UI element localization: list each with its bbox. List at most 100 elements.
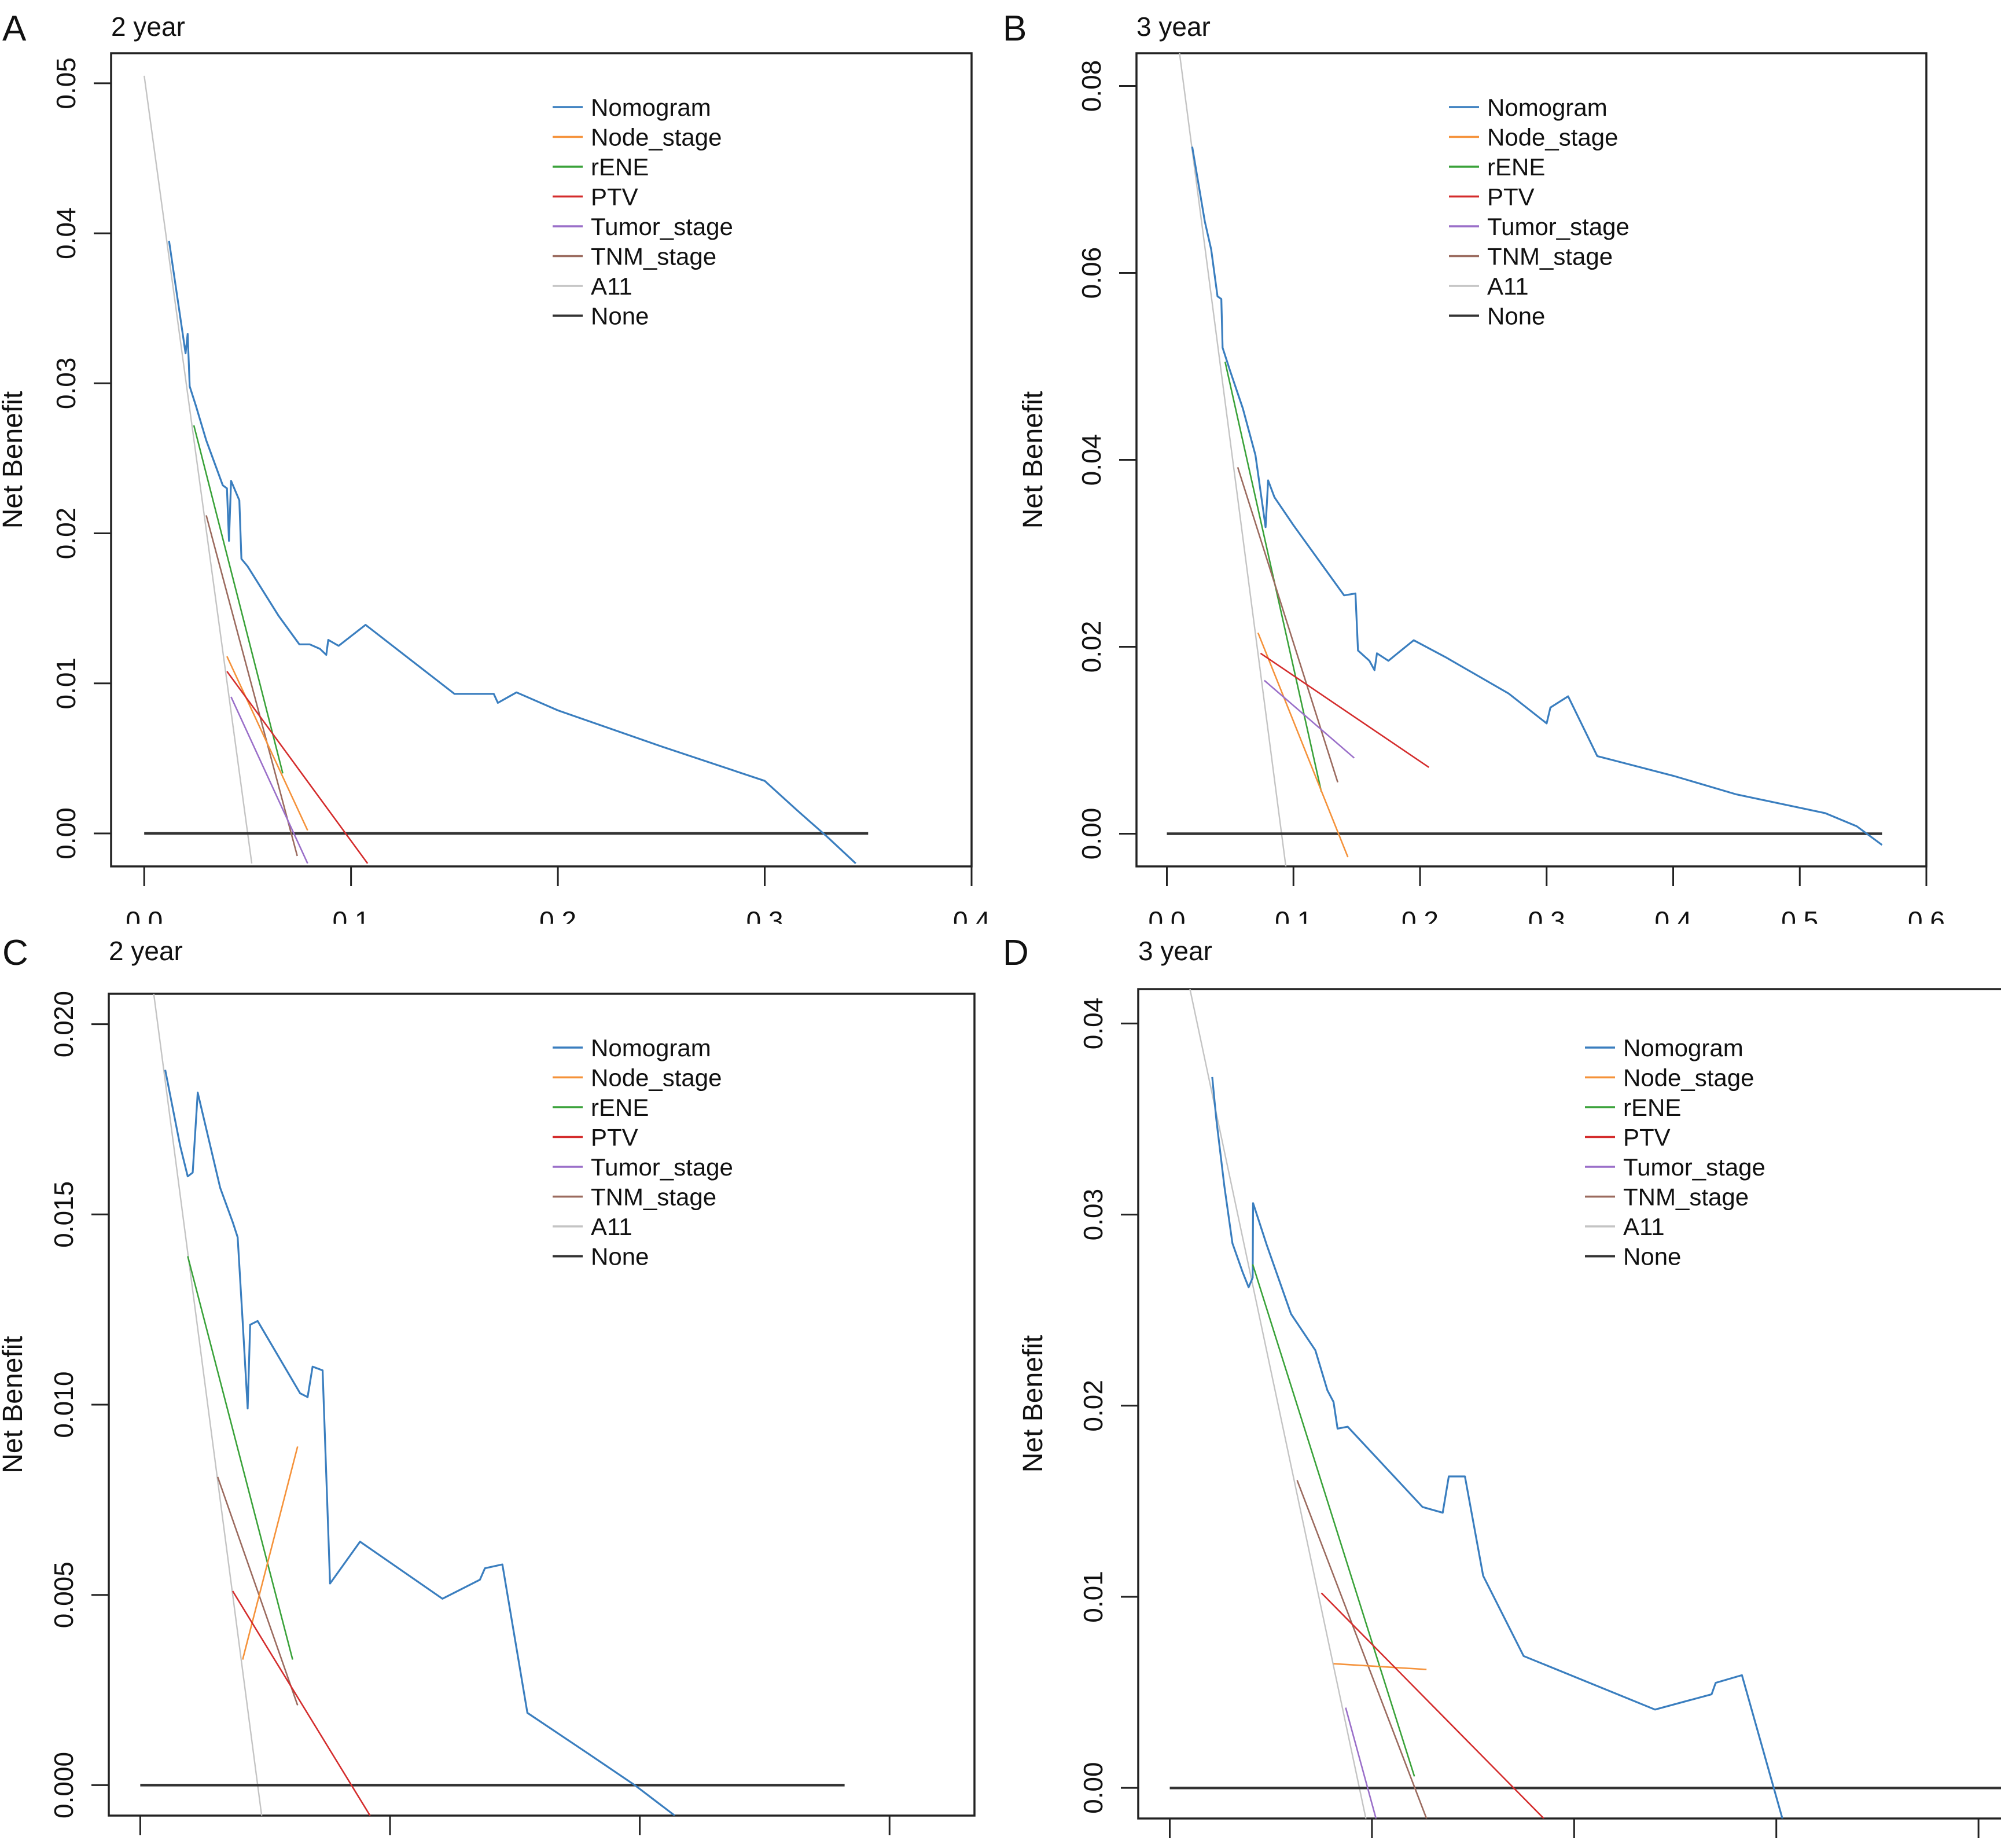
y-tick-label: 0.01: [1078, 1571, 1108, 1623]
series-line-tnm-stage: [205, 515, 298, 857]
legend-label: Node_stage: [1487, 124, 1619, 151]
legend-label: rENE: [1487, 153, 1545, 181]
y-tick-label: 0.02: [51, 508, 81, 560]
panel-label: B: [1003, 9, 1027, 49]
x-tick-label: 0.1: [1275, 906, 1312, 924]
series-group: [140, 994, 845, 1816]
legend-label: Nomogram: [1623, 1034, 1743, 1061]
series-line-ptv: [226, 671, 369, 864]
legend-label: rENE: [591, 153, 649, 181]
y-tick-label: 0.06: [1076, 247, 1106, 299]
chart-svg: A 2 year 0.0 0.1 0.2 0.3 0.4 0.00 0.01 0.02 0.03 0.…: [0, 9, 990, 924]
series-line-ptv: [231, 1590, 371, 1816]
legend-label: A11: [591, 1213, 632, 1240]
legend-label: A11: [1623, 1213, 1665, 1240]
series-line-a11: [153, 994, 263, 1816]
series-line-rene: [1252, 1264, 1415, 1777]
y-tick-label: 0.03: [51, 358, 81, 410]
series-line-ptv: [1320, 1592, 1544, 1818]
y-axis-label: Net Benefit: [1018, 391, 1049, 528]
y-axis-label: Net Benefit: [0, 1336, 28, 1473]
series-line-nomogram: [168, 240, 856, 864]
legend-label: PTV: [1487, 183, 1535, 211]
legend-label: Nomogram: [1487, 94, 1608, 121]
chart-title: 2 year: [109, 936, 183, 966]
series-line-nomogram: [1211, 1077, 1783, 1818]
y-axis-label: Net Benefit: [0, 391, 28, 528]
legend-label: A11: [591, 273, 632, 300]
legend-label: None: [591, 1243, 649, 1270]
panel-label: A: [2, 9, 27, 49]
series-line-tnm-stage: [1296, 1480, 1428, 1818]
y-tick-label: 0.04: [51, 207, 81, 259]
y-tick-label: 0.00: [1076, 808, 1106, 860]
series-line-tnm-stage: [1237, 467, 1339, 783]
x-tick-label: 0.2: [1402, 906, 1439, 924]
series-line-nomogram: [1191, 146, 1883, 846]
panel-b: B 3 year 0.0 0.1 0.2 0.3 0.4 0.5 0.6 0.00 0.02 0.04…: [1000, 0, 2001, 924]
legend-label: PTV: [591, 1124, 638, 1151]
plot-frame: [1137, 988, 2001, 1820]
legend: NomogramNode_stagerENEPTVTumor_stageTNM_…: [553, 1034, 733, 1270]
legend-label: Nomogram: [591, 1034, 711, 1061]
legend-label: PTV: [1623, 1124, 1671, 1151]
y-tick-label: 0.010: [49, 1371, 79, 1438]
legend-label: A11: [1487, 273, 1529, 300]
series-line-tnm-stage: [216, 1476, 299, 1706]
series-line-node-stage: [226, 656, 308, 831]
chart-svg: D3 year0.000.050.100.150.200.000.010.020…: [1003, 933, 2001, 1838]
legend-label: TNM_stage: [591, 243, 716, 270]
x-tick-label: 0.0: [126, 906, 163, 924]
y-axis-label: Net Benefit: [1018, 1335, 1049, 1472]
series-line-tumor-stage: [1345, 1707, 1377, 1818]
y-tick-label: 0.020: [49, 991, 79, 1057]
x-tick-label: 0.0: [1149, 906, 1186, 924]
series-line-rene: [193, 425, 284, 774]
legend-label: Tumor_stage: [1487, 213, 1630, 240]
legend-label: None: [591, 303, 649, 330]
series-group: [144, 75, 869, 864]
panel-d: D3 year0.000.050.100.150.200.000.010.020…: [1000, 924, 2001, 1848]
plot-frame: [110, 52, 973, 868]
y-tick-label: 0.00: [51, 807, 81, 859]
y-tick-label: 0.01: [51, 657, 81, 710]
legend: NomogramNode_stagerENEPTVTumor_stageTNM_…: [553, 94, 733, 330]
x-tick-label: 0.4: [953, 906, 990, 924]
y-tick-label: 0.05: [51, 57, 81, 109]
x-tick-label: 0.3: [746, 906, 784, 924]
legend-label: Tumor_stage: [1623, 1153, 1765, 1181]
legend-label: Node_stage: [1623, 1064, 1754, 1092]
series-line-tumor-stage: [1264, 679, 1355, 759]
series-group: [1167, 53, 1883, 866]
legend-label: None: [1487, 303, 1545, 330]
series-group: [1169, 989, 2001, 1818]
x-tick-label: 0.3: [1528, 906, 1565, 924]
chart-svg: B 3 year 0.0 0.1 0.2 0.3 0.4 0.5 0.6 0.00 0.02 0.04…: [1003, 9, 1945, 924]
series-line-node-stage: [1257, 632, 1349, 858]
series-line-ptv: [1260, 652, 1430, 768]
chart-svg: C2 year0.000.050.100.150.0000.0050.0100.…: [0, 933, 976, 1835]
legend-label: TNM_stage: [591, 1184, 716, 1211]
series-line-rene: [187, 1256, 293, 1660]
y-tick-label: 0.02: [1078, 1380, 1108, 1432]
chart-title: 3 year: [1138, 936, 1212, 966]
legend-label: Node_stage: [591, 124, 722, 151]
series-line-a11: [144, 75, 253, 864]
x-tick-label: 0.2: [539, 906, 576, 924]
x-tick-label: 0.5: [1781, 906, 1818, 924]
series-line-a11: [1179, 53, 1287, 866]
legend: NomogramNode_stagerENEPTVTumor_stageTNM_…: [1585, 1034, 1765, 1270]
legend-label: TNM_stage: [1487, 243, 1613, 270]
y-tick-label: 0.00: [1078, 1762, 1108, 1814]
x-tick-label: 0.1: [333, 906, 370, 924]
series-line-a11: [1189, 989, 1367, 1818]
series-line-nomogram: [164, 1070, 676, 1816]
y-tick-label: 0.000: [49, 1752, 79, 1818]
plot-frame: [108, 993, 976, 1817]
legend-label: TNM_stage: [1623, 1184, 1749, 1211]
chart-title: 3 year: [1136, 12, 1211, 42]
y-tick-label: 0.04: [1076, 434, 1106, 486]
panel-label: D: [1003, 933, 1029, 973]
y-tick-label: 0.04: [1078, 998, 1108, 1050]
